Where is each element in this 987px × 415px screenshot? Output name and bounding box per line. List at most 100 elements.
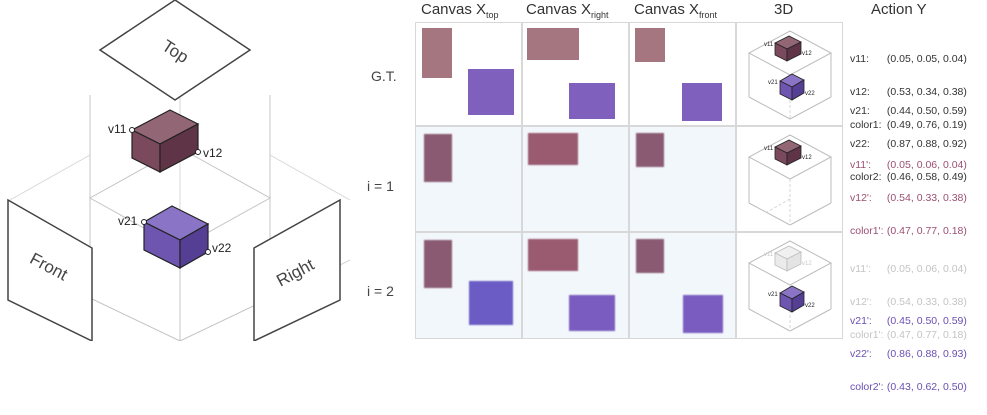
header-canvas-top-base: Canvas X — [421, 1, 487, 18]
v21-label: v21 — [118, 214, 138, 228]
isometric-diagram: Top Front Right v11 v12 v21 v22 — [7, 0, 351, 341]
action-key: v22': — [850, 348, 872, 360]
action-line: color1': (0.47, 0.77, 0.18) — [850, 330, 967, 341]
svg-text:v12: v12 — [802, 155, 812, 161]
svg-text:v21: v21 — [768, 292, 778, 298]
box2-projection — [683, 295, 723, 333]
box2-projection — [468, 69, 514, 115]
action-key: color1: — [850, 119, 882, 131]
action-value: (0.53, 0.34, 0.38) — [886, 86, 967, 98]
action-value: (0.47, 0.77, 0.18) — [886, 329, 967, 341]
svg-text:v22: v22 — [805, 91, 815, 97]
header-3d: 3D — [774, 1, 794, 18]
svg-text:v11: v11 — [764, 42, 774, 48]
i1-3d-view: v11 v12 — [736, 126, 843, 232]
v12-label: v12 — [203, 146, 223, 160]
action-key: v22: — [850, 138, 870, 150]
box1-projection — [424, 134, 452, 182]
i2-3d-view: v11 v12 v21 v22 — [736, 232, 843, 339]
box1-projection — [635, 28, 665, 62]
action-line: v11: (0.05, 0.05, 0.04) — [850, 54, 967, 65]
action-key: color2: — [850, 171, 882, 183]
action-line: v11': (0.05, 0.06, 0.04) — [850, 160, 967, 171]
box1-projection — [527, 28, 579, 60]
i1-canvas-right — [522, 126, 629, 232]
action-value: (0.44, 0.50, 0.59) — [886, 105, 967, 117]
action-line: color1': (0.47, 0.77, 0.18) — [850, 226, 967, 237]
header-canvas-front-base: Canvas X — [634, 1, 700, 18]
action-line: v12': (0.54, 0.33, 0.38) — [850, 193, 967, 204]
box2-projection — [569, 83, 615, 119]
box2 — [142, 205, 210, 270]
action-value: (0.54, 0.33, 0.38) — [886, 296, 967, 308]
box1 — [130, 109, 200, 173]
v11-label: v11 — [108, 122, 127, 136]
action-value: (0.05, 0.05, 0.04) — [886, 53, 967, 65]
action-value: (0.45, 0.50, 0.59) — [886, 315, 967, 327]
gt-canvas-top — [415, 22, 522, 126]
action-line: color1: (0.49, 0.76, 0.19) — [850, 120, 967, 131]
action-line: color2: (0.46, 0.58, 0.49) — [850, 172, 967, 183]
action-line: color2': (0.43, 0.62, 0.50) — [850, 382, 967, 393]
front-panel — [7, 198, 93, 341]
action-line: v21: (0.44, 0.50, 0.59) — [850, 106, 967, 117]
gt-canvas-right — [522, 22, 629, 126]
gt-3d-view: v11 v12 v21 v22 — [736, 22, 843, 126]
v22-marker — [205, 249, 211, 255]
header-canvas-right-sub: right — [591, 10, 609, 20]
top-panel — [98, 0, 252, 101]
box1-projection — [636, 133, 664, 167]
action-key: color2': — [850, 381, 884, 393]
action-value: (0.05, 0.06, 0.04) — [886, 159, 967, 171]
action-line: v22: (0.87, 0.88, 0.92) — [850, 139, 967, 150]
header-canvas-front: Canvas Xfront — [634, 1, 717, 20]
action-value: (0.54, 0.33, 0.38) — [886, 192, 967, 204]
action-value: (0.46, 0.58, 0.49) — [886, 171, 967, 183]
right-panel — [253, 198, 341, 341]
action-key: color1': — [850, 329, 884, 341]
action-key: v11': — [850, 263, 872, 275]
action-value: (0.87, 0.88, 0.92) — [886, 138, 967, 150]
header-canvas-right-base: Canvas X — [526, 1, 592, 18]
box2-projection — [469, 281, 513, 325]
row-label-i2: i = 2 — [367, 283, 394, 299]
gt-action-block2: v21: (0.44, 0.50, 0.59) v22: (0.87, 0.88… — [850, 84, 967, 205]
svg-text:v11: v11 — [764, 146, 774, 152]
header-canvas-right: Canvas Xright — [526, 1, 609, 20]
v11-marker — [129, 127, 135, 133]
action-line: v21': (0.45, 0.50, 0.59) — [850, 316, 967, 327]
action-key: v21': — [850, 315, 872, 327]
action-key: v11': — [850, 159, 872, 171]
box2-projection — [569, 295, 615, 331]
header-canvas-top: Canvas Xtop — [421, 1, 499, 20]
i1-canvas-front — [629, 126, 736, 232]
action-line: v11': (0.05, 0.06, 0.04) — [850, 264, 967, 275]
action-value: (0.49, 0.76, 0.19) — [886, 119, 967, 131]
action-line: v22': (0.86, 0.88, 0.93) — [850, 349, 967, 360]
header-canvas-top-sub: top — [486, 10, 499, 20]
i2-canvas-front — [629, 232, 736, 339]
box1-projection — [528, 133, 578, 165]
i2-canvas-top — [415, 232, 522, 339]
action-key: v11: — [850, 53, 870, 65]
action-value: (0.43, 0.62, 0.50) — [886, 381, 967, 393]
action-value: (0.47, 0.77, 0.18) — [886, 225, 967, 237]
action-line: v12: (0.53, 0.34, 0.38) — [850, 87, 967, 98]
box1-projection — [422, 28, 452, 78]
i2-action-faded-block: v11': (0.05, 0.06, 0.04) v12': (0.54, 0.… — [850, 242, 967, 363]
action-value: (0.05, 0.06, 0.04) — [886, 263, 967, 275]
svg-text:v12: v12 — [802, 51, 812, 57]
header-action-y: Action Y — [871, 1, 927, 18]
v22-label: v22 — [212, 241, 232, 255]
i1-action-block: v11': (0.05, 0.06, 0.04) v12': (0.54, 0.… — [850, 138, 967, 259]
i2-canvas-right — [522, 232, 629, 339]
header-canvas-front-sub: front — [699, 10, 718, 20]
action-line: v12': (0.54, 0.33, 0.38) — [850, 297, 967, 308]
box1-projection — [528, 239, 578, 271]
gt-canvas-front — [629, 22, 736, 126]
box1-projection — [636, 239, 664, 273]
svg-text:v22: v22 — [805, 303, 815, 309]
action-key: color1': — [850, 225, 884, 237]
action-value: (0.86, 0.88, 0.93) — [886, 348, 967, 360]
i2-action-block: v21': (0.45, 0.50, 0.59) v22': (0.86, 0.… — [850, 294, 967, 415]
